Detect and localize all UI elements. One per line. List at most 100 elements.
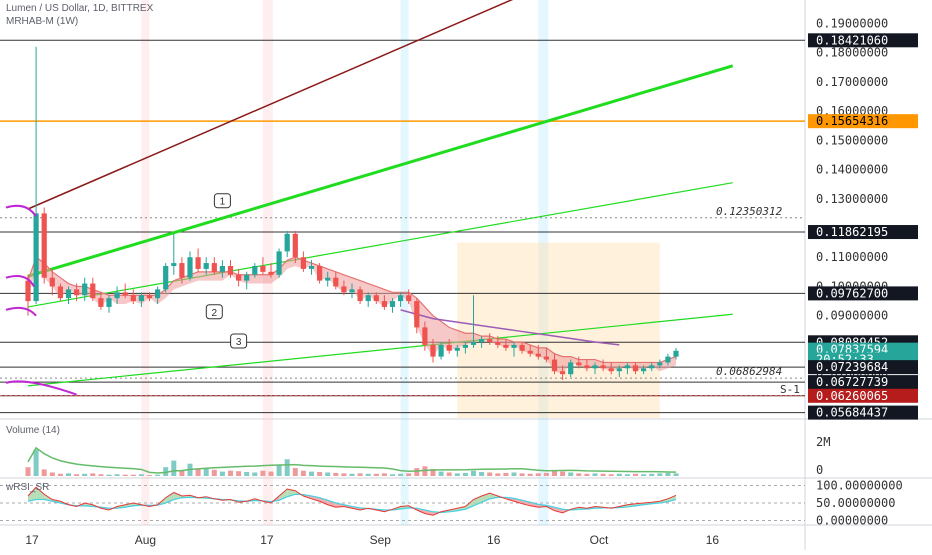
callout-number: 2 <box>212 308 218 319</box>
volume-bar <box>309 471 314 476</box>
candle-body <box>543 356 549 360</box>
volume-bar <box>665 472 671 476</box>
volume-bar <box>228 470 233 476</box>
volume-bar <box>276 465 282 476</box>
candle-body <box>349 289 355 293</box>
candle-body <box>462 344 468 348</box>
candle-body <box>535 353 541 357</box>
volume-bar <box>543 472 549 476</box>
volume-bar <box>349 473 355 476</box>
candle-body <box>511 344 517 348</box>
price-label-tag <box>808 388 918 403</box>
volume-bar <box>219 471 225 476</box>
volume-bar <box>122 474 128 476</box>
volume-bar <box>57 473 63 476</box>
rsi-tick-label: 50.00000000 <box>816 496 895 510</box>
time-tick-label: Oct <box>590 533 609 547</box>
callout-arrow <box>5 380 77 396</box>
chart-note-label: 0.06862984 <box>716 365 782 378</box>
candle-body <box>25 280 31 302</box>
volume-bar <box>503 472 509 476</box>
price-label-tag <box>808 360 918 375</box>
volume-pane-title: Volume (14) <box>6 425 60 436</box>
volume-bar <box>446 472 452 476</box>
candle-body <box>90 283 96 299</box>
candle-body <box>300 257 306 269</box>
candle-body <box>74 289 80 296</box>
volume-bar <box>438 471 444 476</box>
green-trend-line <box>27 64 734 278</box>
candle-body <box>260 266 266 272</box>
ema-line <box>27 256 677 364</box>
volume-bar <box>147 475 152 476</box>
volume-average-line <box>27 446 677 474</box>
candle-body <box>665 356 671 363</box>
candle-body <box>657 362 663 366</box>
candle-body <box>155 289 161 299</box>
candle-body <box>211 263 217 272</box>
candle-body <box>365 295 371 302</box>
volume-bar <box>341 473 347 476</box>
candle-body <box>179 263 185 278</box>
volume-bar <box>535 473 541 476</box>
price-tick-label: 0.18000000 <box>816 46 888 60</box>
candle-body <box>203 263 209 269</box>
volume-bar <box>211 469 217 476</box>
candle-body <box>503 344 509 348</box>
candle-body <box>430 344 436 357</box>
volume-bar <box>171 460 177 476</box>
time-tick-label: 17 <box>25 533 39 547</box>
candle-body <box>422 327 428 345</box>
candle-body <box>389 301 396 307</box>
volume-bar <box>552 470 557 476</box>
dark-red-trend-line <box>27 0 514 210</box>
volume-bar <box>673 473 679 476</box>
candle-body <box>592 365 598 369</box>
price-label-tag <box>808 286 918 301</box>
volume-bar <box>641 474 647 476</box>
symbol-title: Lumen / US Dollar, 1D, BITTREX <box>6 3 154 14</box>
volume-bar <box>284 459 290 476</box>
time-tick-label: Sep <box>370 533 392 547</box>
volume-bar <box>398 473 404 476</box>
price-label-text: 0.15654316 <box>816 114 888 128</box>
volume-bar <box>592 473 598 476</box>
volume-bar <box>260 470 266 476</box>
volume-bar <box>98 474 104 476</box>
candle-body <box>163 266 169 290</box>
price-label-tag <box>808 225 918 240</box>
candle-body <box>138 295 144 302</box>
volume-bar <box>608 474 614 476</box>
price-label-text: 0.06727739 <box>816 375 888 389</box>
rsi-pane-title: wRSI_SR <box>6 482 50 493</box>
callout-arrow <box>5 204 37 217</box>
callout-arrow <box>5 306 37 317</box>
candle-body <box>608 368 614 372</box>
candle-body <box>438 344 444 357</box>
rsi-fill-segment <box>36 487 45 500</box>
price-label-text: 0.09762700 <box>816 286 888 300</box>
price-label-tag <box>808 405 918 420</box>
candle-body <box>406 295 412 302</box>
rsi-fill-segment <box>457 506 466 511</box>
candle-body <box>65 289 72 299</box>
candle-body <box>146 295 153 299</box>
volume-bar <box>624 474 630 476</box>
volume-bar <box>74 474 80 476</box>
candle-body <box>398 295 404 302</box>
candle-body <box>114 292 120 299</box>
candle-body <box>487 339 493 342</box>
candle-body <box>641 368 647 372</box>
candle-body <box>41 213 47 278</box>
candle-body <box>219 266 225 272</box>
candle-body <box>649 365 655 369</box>
candle-body <box>236 274 242 281</box>
rsi-tick-label: 100.00000000 <box>816 479 903 493</box>
volume-bar <box>357 473 363 476</box>
volume-bar <box>495 473 501 476</box>
candle-body <box>454 347 460 351</box>
volume-bar <box>584 473 590 476</box>
volume-bar <box>300 470 306 476</box>
